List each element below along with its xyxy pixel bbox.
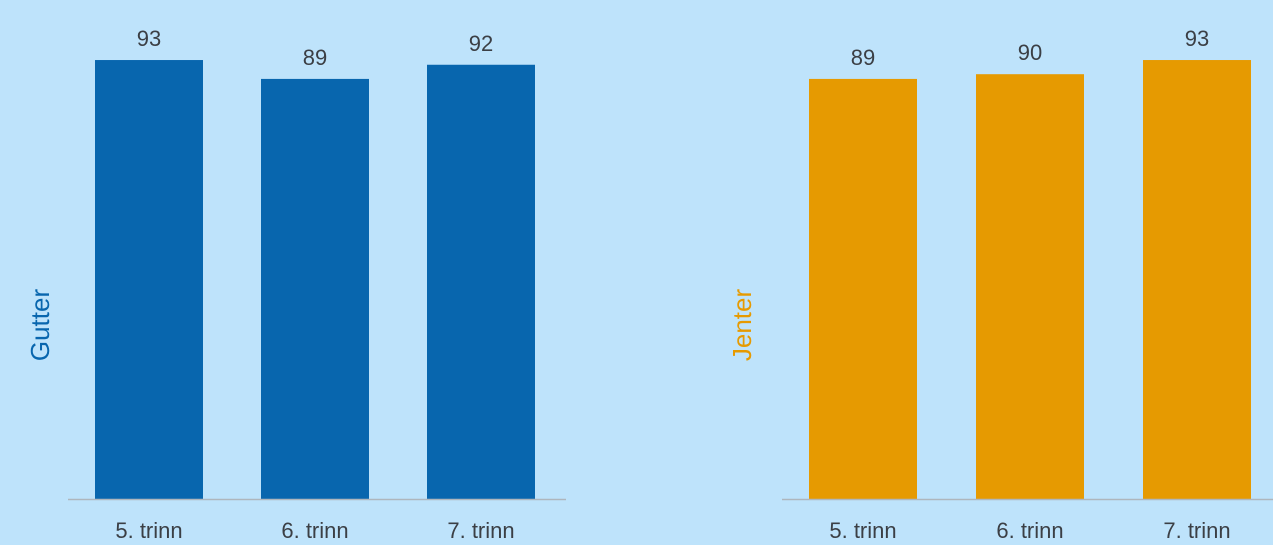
boys-bar-2 [261,79,369,499]
girls-data-label-1: 89 [851,45,875,70]
boys-x-tick-label-1: 5. trinn [115,518,182,543]
boys-bar-3 [427,65,535,499]
girls-bar-chart: Jenter 89 5. trinn 90 6. trinn 93 7. trinn [727,26,1273,543]
girls-bar-1 [809,79,917,499]
girls-x-tick-label-2: 6. trinn [996,518,1063,543]
boys-data-label-1: 93 [137,26,161,51]
girls-bar-3 [1143,60,1251,499]
boys-x-tick-label-2: 6. trinn [281,518,348,543]
boys-data-label-3: 92 [469,31,493,56]
boys-bar-chart: Gutter 93 5. trinn 89 6. trinn 92 7. trinn [25,26,566,543]
girls-x-tick-label-3: 7. trinn [1163,518,1230,543]
girls-bar-2 [976,74,1084,499]
boys-x-tick-label-3: 7. trinn [447,518,514,543]
girls-data-label-3: 93 [1185,26,1209,51]
boys-data-label-2: 89 [303,45,327,70]
girls-x-tick-label-1: 5. trinn [829,518,896,543]
girls-data-label-2: 90 [1018,40,1042,65]
boys-bar-1 [95,60,203,499]
boys-axis-title: Gutter [25,289,55,362]
girls-axis-title: Jenter [727,289,757,362]
